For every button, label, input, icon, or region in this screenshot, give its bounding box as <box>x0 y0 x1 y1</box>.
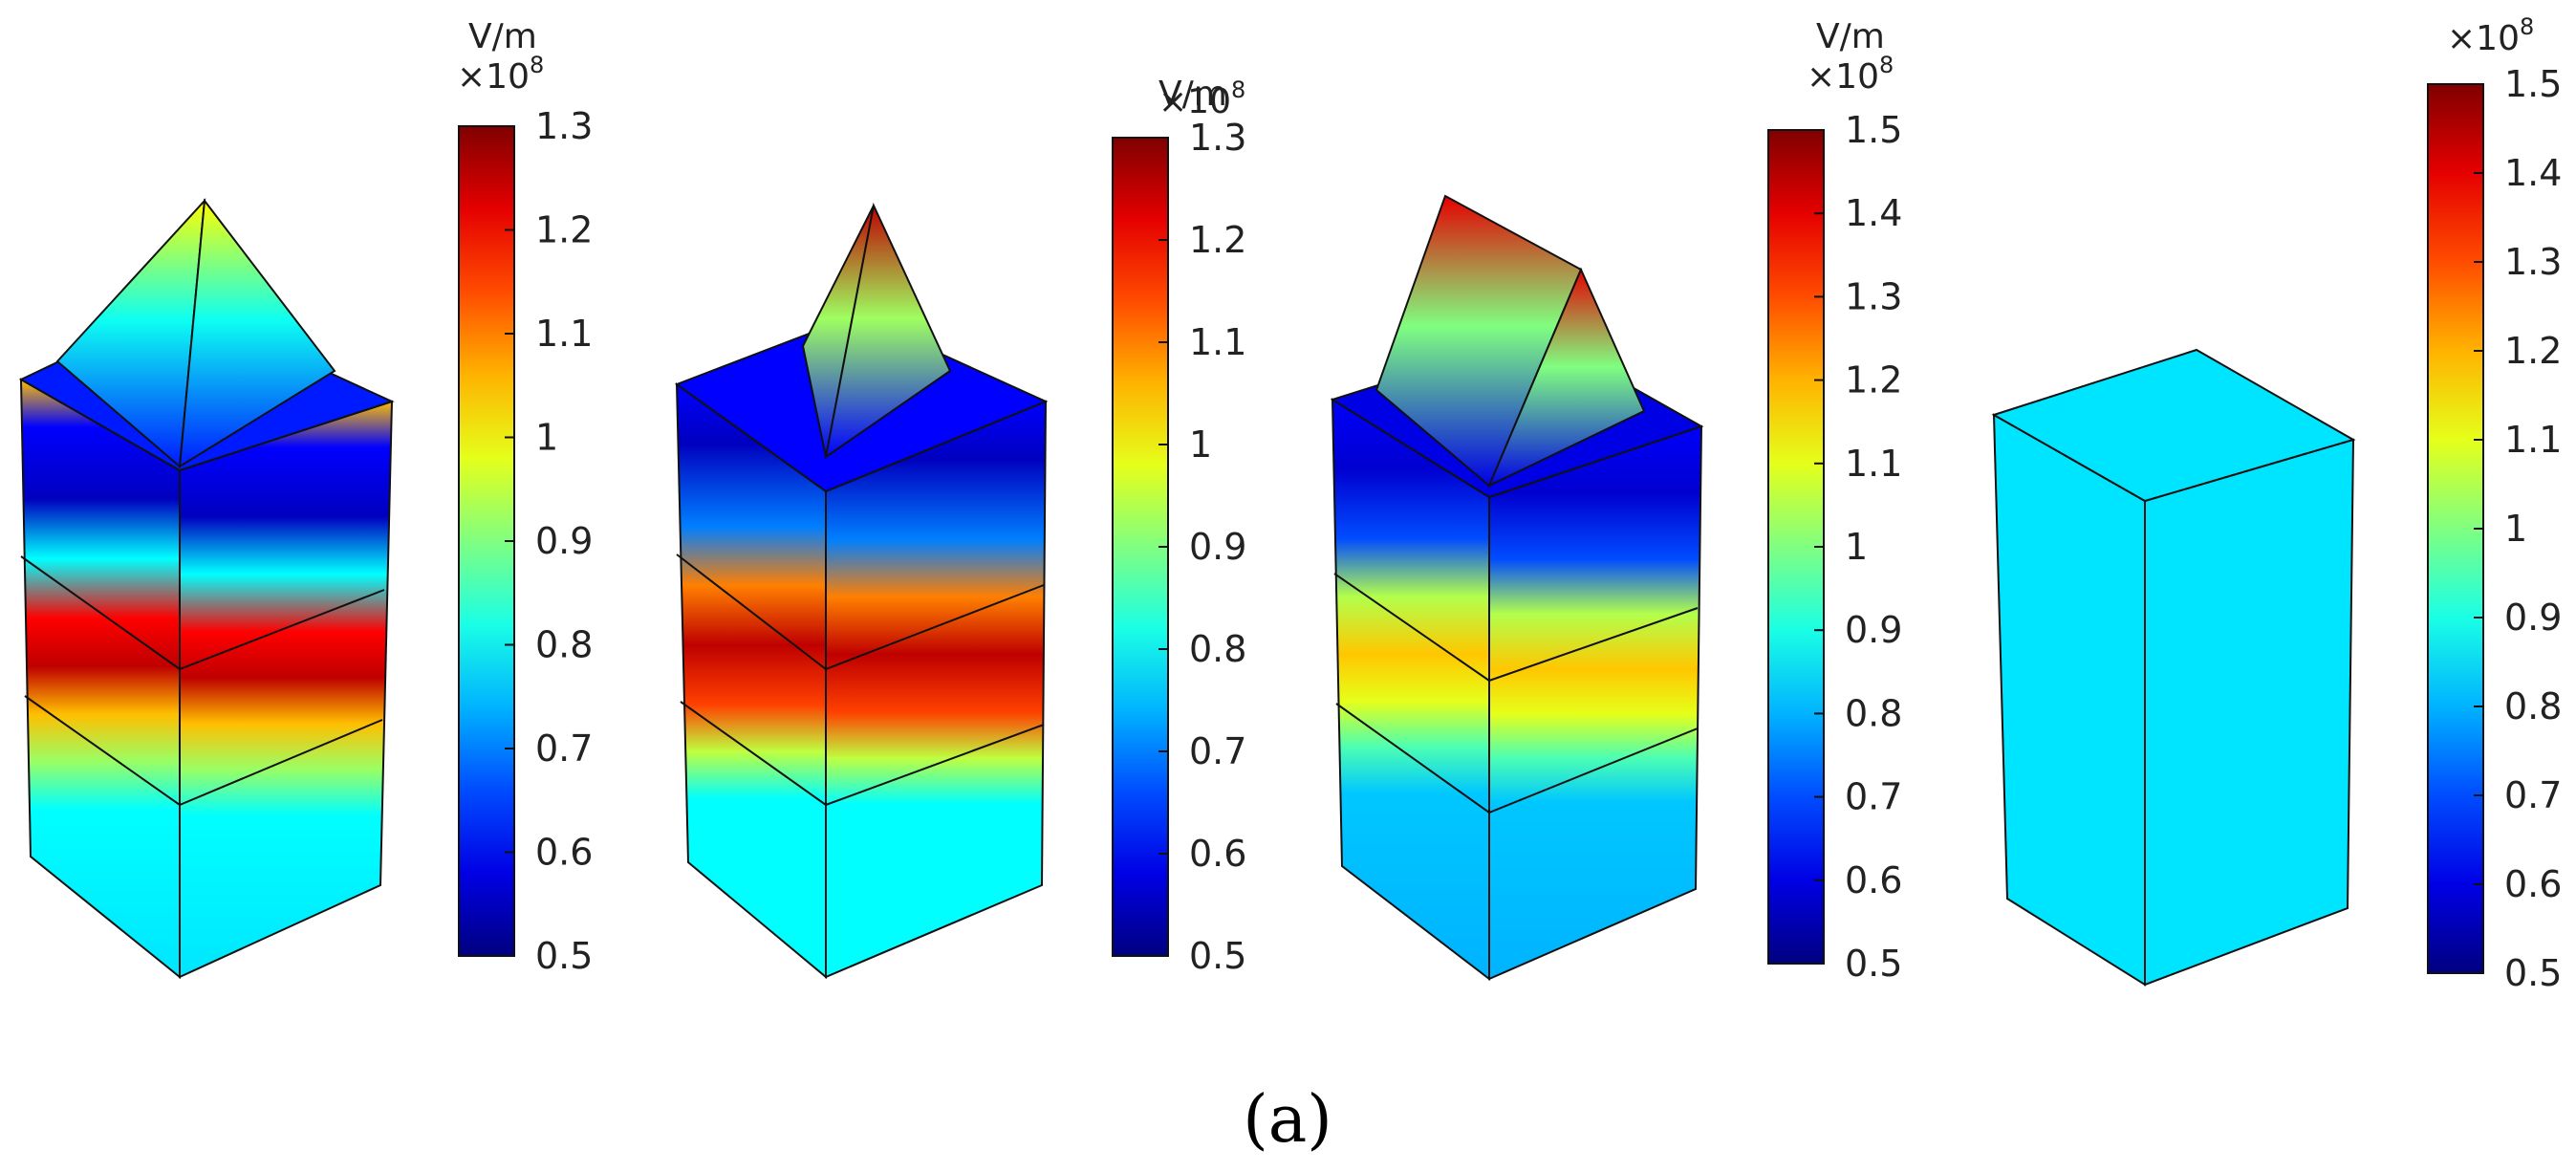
prism-3-layer-line-2 <box>1335 703 1699 814</box>
colorbar-3-tick-label: 1 <box>1845 526 1868 568</box>
colorbar-4-tick-label: 0.9 <box>2504 597 2562 639</box>
colorbar-2-multiplier: ×108 <box>1158 76 1245 121</box>
colorbar-3-tick-label: 1.3 <box>1845 275 1902 317</box>
colorbar-2-tick-label: 1.3 <box>1189 117 1246 159</box>
prism-2-layer-line-1 <box>676 553 1045 671</box>
prism-3 <box>1330 194 1704 982</box>
colorbar-2: 0.5 0.6 0.7 0.8 0.9 1 1.1 1.2 1.3 <box>1112 117 1246 977</box>
prism-1-layer-line-2 <box>24 695 383 807</box>
colorbar-3-tick-label: 0.7 <box>1845 776 1902 818</box>
colorbar-4: 0.5 0.6 0.7 0.8 0.9 1 1.1 1.2 1.3 1.4 1.5 <box>2427 63 2562 994</box>
prism-3-layer-line-1 <box>1333 573 1699 683</box>
colorbar-2-tick-label: 0.5 <box>1189 935 1246 977</box>
prism-2-roof-right <box>824 202 952 460</box>
colorbar-3-tick-label: 0.8 <box>1845 692 1902 734</box>
colorbar-2-tick-label: 0.7 <box>1189 730 1246 772</box>
colorbar-4-tick-label: 0.6 <box>2504 863 2562 905</box>
colorbar-4-tick-label: 1.1 <box>2504 419 2562 461</box>
prism-4-top-face <box>1991 348 2356 503</box>
colorbar-1-tick-label: 0.7 <box>535 727 593 770</box>
colorbar-1-tick-label: 1.1 <box>535 313 593 355</box>
colorbar-1: 0.5 0.6 0.7 0.8 0.9 1 1.1 1.2 1.3 <box>458 105 593 977</box>
panel-4: 0.5 0.6 0.7 0.8 0.9 1 1.1 1.2 1.3 1.4 1.5 ×108 <box>1991 13 2562 994</box>
colorbar-4-tick-label: 0.8 <box>2504 685 2562 727</box>
colorbar-1-multiplier: ×108 <box>457 52 544 97</box>
figure-caption: (a) <box>1243 1082 1332 1158</box>
colorbar-3-tick-label: 0.5 <box>1845 943 1902 985</box>
colorbar-1-tick-label: 1.3 <box>535 105 593 147</box>
prism-1 <box>18 198 395 980</box>
colorbar-3-multiplier: ×108 <box>1807 52 1894 97</box>
colorbar-3-tick-label: 0.6 <box>1845 859 1902 901</box>
colorbar-4-tick-label: 1.3 <box>2504 241 2562 283</box>
colorbar-2-unit: V/m <box>1158 75 1227 114</box>
colorbar-1-tick-label: 0.6 <box>535 832 593 874</box>
prism-4-right-face <box>2144 438 2355 987</box>
colorbar-2-tick-label: 0.9 <box>1189 526 1246 568</box>
colorbar-2-tick-label: 1.1 <box>1189 321 1246 363</box>
prism-2-right-face <box>825 400 1048 979</box>
prism-1-left-face <box>19 378 181 980</box>
panel-1: 0.5 0.6 0.7 0.8 0.9 1 1.1 1.2 1.3 V/m ×108 <box>18 17 593 980</box>
prism-4 <box>1991 348 2356 987</box>
prism-4-left-face <box>1992 413 2146 987</box>
colorbar-4-multiplier: ×108 <box>2447 13 2534 58</box>
colorbar-3-tick-label: 1.2 <box>1845 359 1902 402</box>
colorbar-2-tick-label: 1.2 <box>1189 219 1246 261</box>
panel-3: 0.5 0.6 0.7 0.8 0.9 1 1.1 1.2 1.3 1.4 1.5 V/m ×108 <box>1330 17 1902 985</box>
colorbar-2-tick-label: 0.6 <box>1189 833 1246 875</box>
colorbar-1-tick-label: 1.2 <box>535 209 593 251</box>
colorbar-1-tick-label: 1 <box>535 417 558 459</box>
colorbar-3-tick-label: 1.5 <box>1845 109 1902 151</box>
prism-1-layer-line-1 <box>20 555 385 671</box>
prism-2-layer-line-2 <box>680 701 1045 807</box>
colorbar-4-tick-label: 1.5 <box>2504 63 2562 105</box>
colorbar-4-tick-label: 1.4 <box>2504 152 2562 194</box>
colorbar-1-tick-label: 0.5 <box>535 935 593 977</box>
colorbar-1-tick-label: 0.9 <box>535 520 593 562</box>
colorbar-2-tick-label: 1 <box>1189 423 1212 466</box>
prism-2 <box>674 202 1049 980</box>
colorbar-3-unit: V/m <box>1816 17 1885 56</box>
colorbar-3: 0.5 0.6 0.7 0.8 0.9 1 1.1 1.2 1.3 1.4 1.5 <box>1767 109 1902 985</box>
prism-1-right-face <box>179 400 394 979</box>
colorbar-3-tick-label: 0.9 <box>1845 609 1902 651</box>
colorbar-4-tick-label: 1.2 <box>2504 330 2562 372</box>
colorbar-4-tick-label: 0.5 <box>2504 952 2562 994</box>
colorbar-4-tick-label: 1 <box>2504 508 2527 550</box>
colorbar-3-tick-label: 1.4 <box>1845 192 1902 234</box>
panel-2: 0.5 0.6 0.7 0.8 0.9 1 1.1 1.2 1.3 V/m ×108 <box>674 75 1246 980</box>
prism-3-roof-gable <box>1487 267 1646 488</box>
prism-3-right-face <box>1488 424 1703 981</box>
colorbar-1-unit: V/m <box>468 17 537 56</box>
colorbar-1-tick-label: 0.8 <box>535 624 593 666</box>
colorbar-4-tick-label: 0.7 <box>2504 774 2562 816</box>
colorbar-3-tick-label: 1.1 <box>1845 443 1902 485</box>
colorbar-2-tick-label: 0.8 <box>1189 628 1246 670</box>
prism-1-roof-right <box>178 198 336 468</box>
prism-3-left-face <box>1331 398 1490 982</box>
